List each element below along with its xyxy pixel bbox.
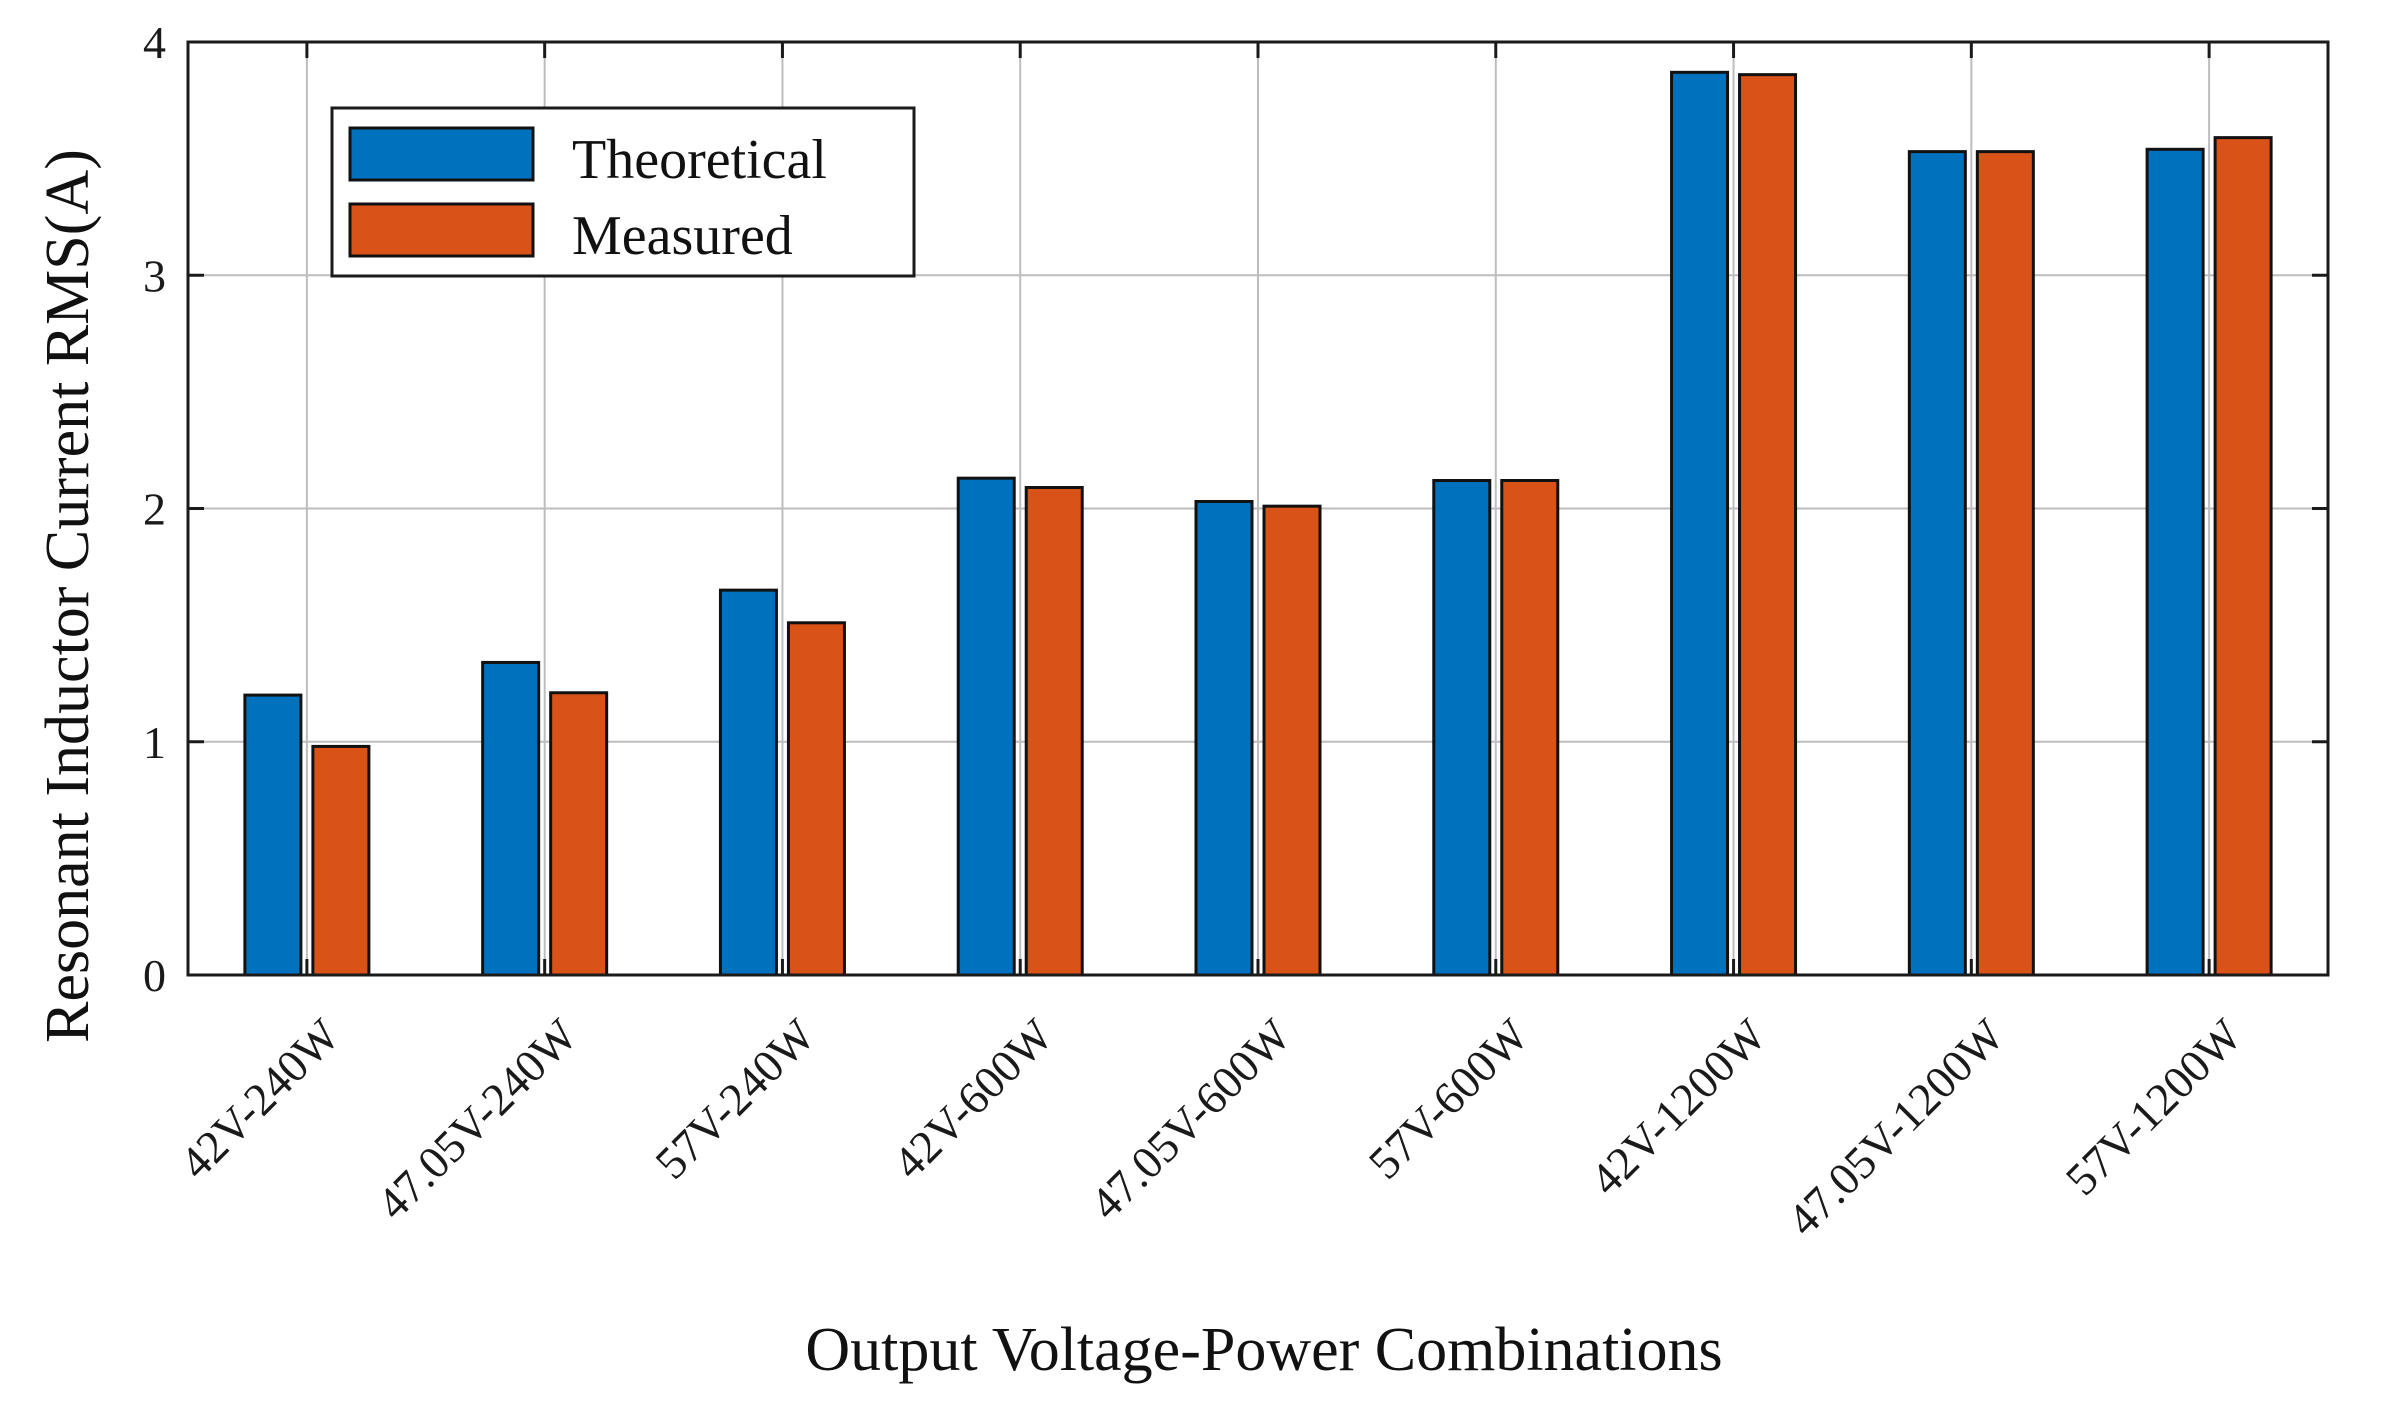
y-tick-label: 3: [143, 250, 166, 301]
y-tick-label: 2: [143, 484, 166, 535]
bar-theoretical-57v-1200w: [2145, 147, 2205, 977]
plot-frame: [186, 40, 2330, 977]
bar-theoretical-42v-600w: [956, 476, 1016, 977]
bar-measured-42v-240w: [311, 744, 371, 977]
legend-swatch-theoretical: [348, 126, 535, 182]
bars-layer: [243, 70, 2273, 977]
bar-measured-42v-1200w: [1738, 73, 1798, 977]
bar-measured-47_05v-1200w: [1975, 150, 2035, 977]
bar-theoretical-47_05v-240w: [481, 660, 541, 977]
x-axis-title: Output Voltage-Power Combinations: [805, 1316, 1722, 1384]
legend-label-measured: Measured: [572, 205, 793, 267]
bar-theoretical-47_05v-600w: [1194, 500, 1254, 977]
bar-measured-57v-1200w: [2213, 136, 2273, 977]
bar-theoretical-57v-600w: [1432, 479, 1492, 977]
y-tick-label: 1: [143, 717, 166, 768]
bar-theoretical-42v-1200w: [1670, 70, 1730, 977]
bar-measured-57v-240w: [786, 621, 846, 977]
legend-swatch-measured: [348, 202, 535, 258]
legend: Theoretical Measured: [330, 106, 916, 278]
y-tick-label: 4: [143, 17, 166, 68]
y-axis-title: Resonant Inductor Current RMS(A): [34, 149, 102, 1043]
y-tick-labels: 0 1 2 3 4: [143, 17, 166, 1001]
bar-measured-47_05v-600w: [1262, 504, 1322, 977]
legend-label-theoretical: Theoretical: [572, 129, 827, 191]
y-tick-label: 0: [143, 950, 166, 1001]
bar-theoretical-42v-240w: [243, 693, 303, 977]
bar-theoretical-57v-240w: [718, 588, 778, 977]
bar-measured-57v-600w: [1500, 479, 1560, 977]
bar-theoretical-47_05v-1200w: [1907, 150, 1967, 977]
bar-measured-42v-600w: [1024, 486, 1084, 977]
bar-measured-47_05v-240w: [549, 691, 609, 977]
